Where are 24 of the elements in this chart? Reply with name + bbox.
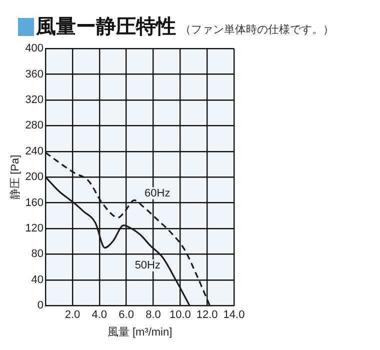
x-tick-label: 4.0: [92, 309, 108, 322]
x-tick-label: 10.0: [169, 309, 191, 322]
y-tick-label: 120: [25, 222, 44, 235]
y-tick-label: 360: [25, 68, 44, 80]
y-tick-label: 40: [31, 274, 44, 286]
series-label: 50Hz: [134, 259, 161, 272]
x-tick-label: 12.0: [196, 309, 218, 322]
y-tick-label: 160: [25, 196, 44, 209]
text: （ファン単体時の仕様です。）: [180, 22, 334, 37]
chart-title: 風量ー静圧特性: [36, 13, 176, 40]
x-tick-label: 14.0: [223, 309, 245, 322]
y-tick-label: 200: [25, 171, 44, 184]
x-tick-label: 6.0: [118, 309, 134, 322]
y-tick-label: 400: [25, 42, 44, 55]
y-axis-title: 静圧 [Pa]: [10, 154, 22, 200]
y-tick-label: 320: [25, 94, 44, 106]
y-tick-label: 0: [37, 300, 44, 312]
series-label: 60Hz: [144, 187, 170, 200]
x-tick-label: 8.0: [146, 309, 161, 322]
x-tick-label: 2.0: [64, 309, 80, 322]
y-tick-label: 240: [25, 145, 44, 158]
y-tick-label: 80: [31, 248, 44, 260]
x-axis-title: 風量 [m³/min]: [107, 326, 172, 338]
y-tick-label: 280: [25, 120, 44, 132]
